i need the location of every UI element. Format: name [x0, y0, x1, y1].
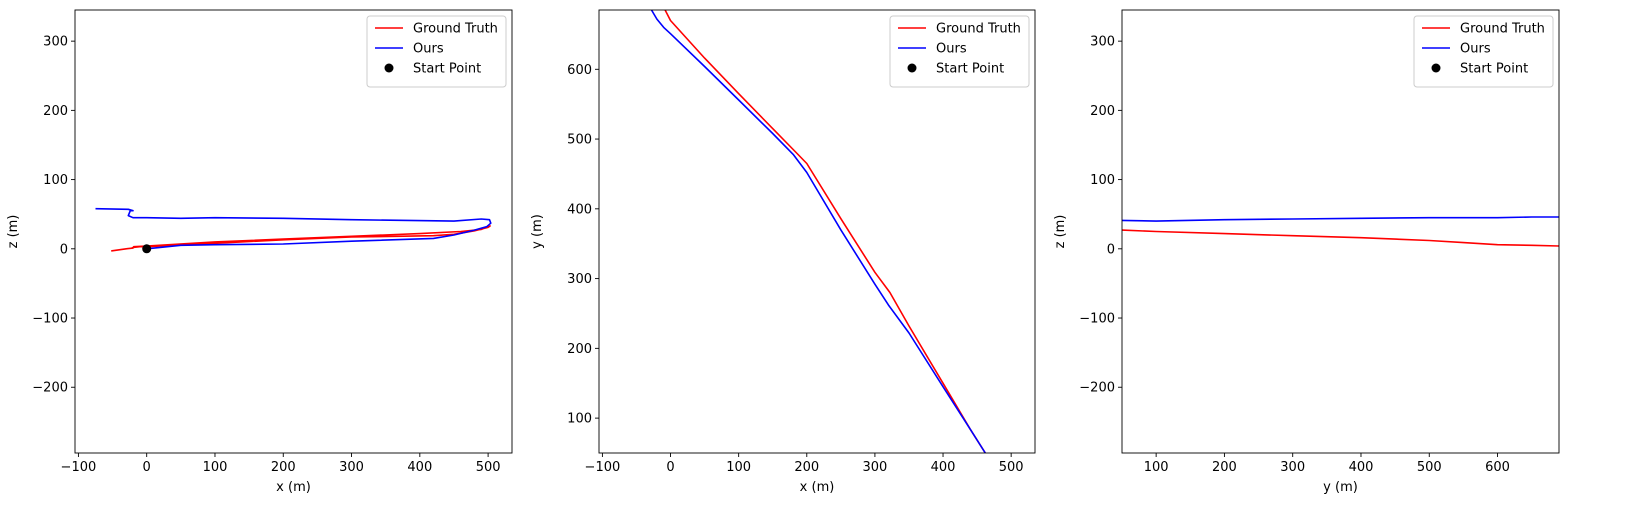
x-tick-label: 400: [407, 460, 432, 475]
legend-label-ours: Ours: [1460, 42, 1491, 57]
legend-label-ours: Ours: [936, 42, 967, 57]
x-tick-label: 400: [1349, 460, 1374, 475]
y-tick-label: 100: [1090, 173, 1115, 188]
chart-panel-1: −100 0 100 200 300 400 500 −200 −100 0 100 200 300 x …: [6, 9, 513, 495]
legend-swatch-start-point: [1431, 63, 1441, 73]
x-tick-label: 200: [794, 460, 819, 475]
series-line-ground-truth: [664, 10, 986, 453]
legend: Ground Truth Ours Start Point: [889, 15, 1030, 88]
legend-box: [1413, 15, 1554, 88]
y-tick-label: −100: [1079, 312, 1115, 327]
y-tick-label: −200: [32, 381, 68, 396]
legend-swatch-start-point: [384, 63, 394, 73]
x-tick-label: −100: [585, 460, 621, 475]
x-tick-label: 500: [999, 460, 1024, 475]
y-tick-label: 200: [43, 104, 68, 119]
y-tick-label: 100: [567, 412, 592, 427]
legend-label-ours: Ours: [413, 42, 444, 57]
x-tick-label: 300: [1280, 460, 1305, 475]
y-tick-label: 600: [567, 63, 592, 78]
y-tick-label: 300: [1090, 35, 1115, 50]
series-line-ours: [95, 207, 492, 250]
x-axis-label: y (m): [1323, 480, 1358, 495]
plot-frame: [74, 9, 513, 454]
x-tick-label: −100: [61, 460, 97, 475]
y-tick-label: 300: [567, 272, 592, 287]
x-tick-label: 500: [1417, 460, 1442, 475]
y-tick-label: 0: [1107, 242, 1115, 257]
y-tick-label: 200: [1090, 104, 1115, 119]
y-tick-label: −200: [1079, 381, 1115, 396]
plot-frame: [598, 9, 1036, 454]
series-line-ours: [650, 10, 986, 453]
legend-label-start-point: Start Point: [1460, 62, 1528, 77]
chart-panel-2: −100 0 100 200 300 400 500 100 200 300 400 500 600 x …: [530, 9, 1036, 495]
y-axis-label: z (m): [6, 215, 21, 249]
y-tick-label: 0: [60, 242, 68, 257]
x-tick-label: 500: [476, 460, 501, 475]
y-tick-label: 400: [567, 202, 592, 217]
y-tick-label: 300: [43, 35, 68, 50]
plot-frame: [1121, 9, 1560, 454]
legend-label-start-point: Start Point: [413, 62, 481, 77]
x-tick-label: 0: [143, 460, 151, 475]
x-tick-label: 600: [1485, 460, 1510, 475]
x-tick-label: 300: [339, 460, 364, 475]
series-line-ground-truth: [1122, 229, 1559, 247]
y-tick-label: 100: [43, 173, 68, 188]
x-tick-label: 300: [862, 460, 887, 475]
x-tick-label: 100: [203, 460, 228, 475]
legend-label-ground-truth: Ground Truth: [413, 22, 498, 37]
x-tick-label: 0: [666, 460, 674, 475]
legend-box: [889, 15, 1030, 88]
legend: Ground Truth Ours Start Point: [366, 15, 507, 88]
chart-panel-3: 100 200 300 400 500 600 −200 −100 0 100 200 300 y (m…: [1053, 9, 1560, 495]
legend-label-start-point: Start Point: [936, 62, 1004, 77]
x-tick-label: 200: [271, 460, 296, 475]
y-tick-label: 200: [567, 342, 592, 357]
y-tick-label: 500: [567, 133, 592, 148]
legend-label-ground-truth: Ground Truth: [1460, 22, 1545, 37]
x-tick-label: 200: [1212, 460, 1237, 475]
legend-box: [366, 15, 507, 88]
x-tick-label: 100: [1144, 460, 1169, 475]
series-line-ours: [1122, 216, 1559, 222]
y-tick-label: −100: [32, 312, 68, 327]
legend: Ground Truth Ours Start Point: [1413, 15, 1554, 88]
legend-label-ground-truth: Ground Truth: [936, 22, 1021, 37]
start-point-marker: [142, 244, 152, 254]
x-axis-label: x (m): [276, 480, 311, 495]
legend-swatch-start-point: [907, 63, 917, 73]
y-axis-label: z (m): [1053, 215, 1068, 249]
x-axis-label: x (m): [800, 480, 835, 495]
x-tick-label: 400: [931, 460, 956, 475]
x-tick-label: 100: [726, 460, 751, 475]
y-axis-label: y (m): [530, 214, 545, 249]
